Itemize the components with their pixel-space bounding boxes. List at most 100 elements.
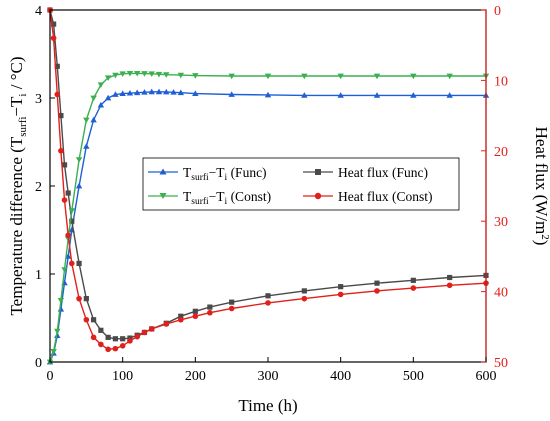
left-y-axis: 0 1 2 3 4: [35, 4, 55, 371]
series-0-point: [446, 92, 453, 98]
series-2-point: [410, 73, 417, 80]
series-3-point: [50, 35, 57, 41]
series-1-point: [120, 336, 126, 342]
series-3-point: [58, 148, 64, 154]
series-0-point: [148, 88, 155, 95]
series-2-point: [57, 298, 65, 304]
series-1-point: [76, 260, 82, 267]
series-0-point: [119, 90, 126, 96]
series-1-point: [65, 190, 71, 196]
series-3-point: [178, 316, 184, 323]
series-2-point: [75, 157, 83, 163]
legend: Tsurfi−Ti (Func) Heat flux (Func) Tsurfi…: [142, 157, 460, 211]
series-2-point: [61, 267, 68, 273]
series-2-point: [126, 70, 134, 77]
series-2-point: [119, 71, 126, 77]
series-1-point: [61, 162, 68, 168]
series-1-point: [374, 280, 380, 286]
legend-entry-heat-flux-const: Heat flux (Const): [303, 189, 432, 204]
x-tick-label: 300: [258, 369, 279, 384]
series-2-point: [337, 73, 344, 80]
series-layer: [46, 7, 490, 366]
x-tick-label: 400: [330, 369, 351, 384]
x-tick-label: 600: [476, 369, 497, 384]
left-y-tick-label: 2: [35, 180, 42, 195]
series-0-point: [170, 89, 177, 95]
series-2-point: [134, 70, 141, 77]
series-0-line: [49, 91, 486, 363]
x-tick-label: 500: [403, 369, 424, 384]
series-3-point: [374, 288, 380, 294]
series-1-point: [127, 335, 133, 341]
series-0-point: [112, 91, 119, 97]
series-1-point: [51, 21, 57, 27]
series-2-point: [163, 72, 170, 78]
series-3-point: [265, 300, 271, 306]
series-1-point: [447, 274, 453, 281]
series-3-point: [112, 345, 119, 352]
series-3-point: [228, 305, 235, 312]
series-2-point: [264, 73, 272, 80]
x-axis-title: Time (h): [238, 396, 297, 415]
series-1-point: [265, 293, 271, 299]
x-tick-label: 200: [185, 369, 206, 384]
series-2-point: [373, 73, 381, 80]
series-0-point: [177, 89, 184, 96]
series-0-point: [264, 91, 272, 98]
x-tick-label: 0: [47, 369, 54, 384]
series-2-point: [446, 73, 453, 80]
series-0-point: [90, 116, 97, 123]
legend-label: Heat flux (Func): [338, 165, 428, 180]
series-1-point: [338, 284, 344, 290]
right-y-axis: 0 10 20 30 40 50: [481, 4, 508, 371]
series-2-point: [50, 349, 57, 355]
series-3-point: [134, 333, 140, 340]
series-3-point: [65, 232, 71, 239]
series-0-point: [192, 90, 199, 96]
series-3-point: [76, 295, 82, 302]
x-tick-label: 100: [112, 369, 133, 384]
series-3-point: [119, 343, 126, 349]
x-axis: 0 100 200 300 400 500 600: [47, 357, 497, 384]
series-0-point: [97, 101, 105, 108]
series-3-line: [49, 9, 487, 351]
series-3-point: [90, 334, 97, 341]
legend-label: Tsurfi−Ti (Const): [183, 189, 271, 207]
series-1-point: [54, 63, 60, 69]
square-marker-icon: [315, 169, 321, 175]
series-0-point: [410, 92, 417, 98]
series-2-point: [141, 71, 148, 77]
series-0-point: [337, 92, 344, 98]
series-0-point: [163, 88, 170, 95]
series-2-point: [228, 73, 235, 80]
series-0-point: [83, 143, 90, 149]
series-0-point: [75, 182, 83, 189]
series-3-point: [105, 346, 111, 353]
right-y-tick-label: 10: [494, 74, 508, 89]
left-y-tick-label: 3: [35, 92, 42, 107]
series-2-point: [54, 328, 61, 335]
legend-entry-tsurfi-const: Tsurfi−Ti (Const): [148, 189, 271, 207]
series-1-point: [83, 296, 89, 302]
series-1-line: [49, 9, 487, 340]
series-0-point: [126, 89, 134, 96]
series-2-point: [177, 72, 184, 79]
right-y-tick-label: 0: [494, 4, 501, 19]
series-3-point: [69, 260, 75, 267]
left-axis-title: Temperature difference (Tsurfi−Ti / °C): [7, 56, 29, 315]
series-3-point: [127, 338, 133, 344]
triangle-down-marker-icon: [159, 193, 167, 199]
series-3-point: [446, 282, 453, 289]
series-2-point: [97, 82, 105, 88]
series-1-point: [69, 218, 75, 224]
series-1-point: [98, 327, 104, 333]
series-1-point: [105, 334, 111, 340]
legend-entry-heat-flux-func: Heat flux (Func): [303, 165, 428, 180]
series-2-point: [192, 73, 199, 79]
series-1-point: [91, 317, 97, 323]
series-2-point: [83, 117, 90, 124]
legend-label: Heat flux (Const): [338, 189, 432, 204]
series-3-point: [410, 285, 417, 291]
series-1-point: [410, 277, 416, 283]
